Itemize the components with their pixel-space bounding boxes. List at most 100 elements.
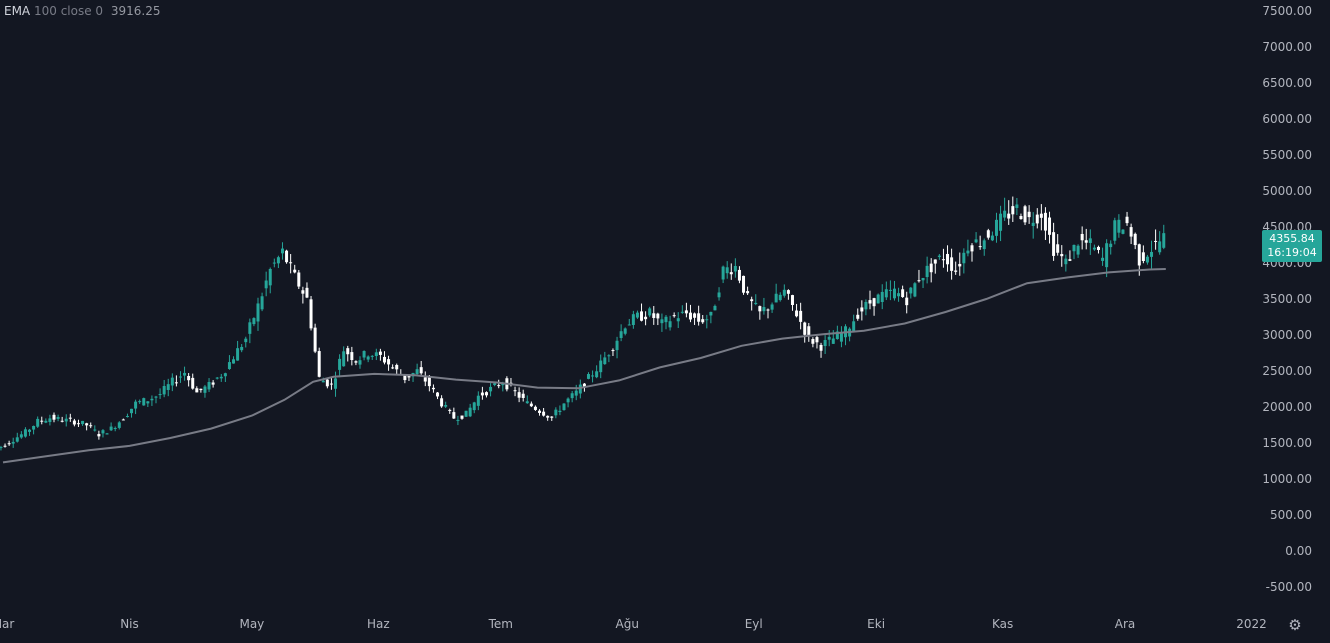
candle-body bbox=[827, 336, 831, 340]
candle bbox=[158, 388, 162, 399]
candle-body bbox=[966, 250, 970, 254]
candle bbox=[329, 377, 333, 390]
candle-body bbox=[525, 401, 529, 404]
candle-body bbox=[1048, 217, 1052, 235]
candle bbox=[1003, 197, 1007, 221]
candle-body bbox=[725, 267, 729, 274]
price-tick-label: -500.00 bbox=[1266, 580, 1312, 594]
price-tick-label: 500.00 bbox=[1270, 508, 1312, 522]
candle-body bbox=[444, 405, 448, 407]
candle-body bbox=[713, 305, 717, 311]
candle bbox=[260, 292, 264, 312]
candle-body bbox=[803, 322, 807, 335]
candle-body bbox=[109, 426, 113, 431]
candle-body bbox=[529, 403, 533, 407]
candle bbox=[350, 346, 354, 366]
candle bbox=[1133, 232, 1137, 250]
candle-body bbox=[978, 246, 982, 248]
candle-body bbox=[921, 277, 925, 281]
time-tick-label: Mar bbox=[0, 617, 14, 631]
candle bbox=[766, 308, 770, 319]
candle bbox=[635, 310, 639, 319]
indicator-legend[interactable]: EMA 100 close 0 3916.25 bbox=[4, 4, 161, 18]
candle-body bbox=[676, 318, 680, 322]
candle bbox=[11, 437, 15, 448]
candle bbox=[456, 415, 460, 426]
candle-body bbox=[1101, 257, 1105, 261]
candle bbox=[538, 409, 542, 416]
candle-body bbox=[460, 415, 464, 419]
candle-body bbox=[1072, 244, 1076, 252]
candle-body bbox=[244, 338, 248, 343]
candle-body bbox=[317, 351, 321, 377]
candle bbox=[407, 375, 411, 381]
candle bbox=[546, 415, 550, 421]
candle bbox=[990, 231, 994, 242]
time-axis[interactable]: Mar Nis May Haz Tem Ağu Eyl Eki Kas Ara 2022 bbox=[0, 617, 1267, 631]
last-price: 4355.84 bbox=[1269, 232, 1315, 245]
candle-body bbox=[7, 443, 11, 445]
candle bbox=[1109, 240, 1113, 255]
price-tick-label: 3500.00 bbox=[1262, 292, 1312, 306]
price-tick-label: 3000.00 bbox=[1262, 328, 1312, 342]
candle-body bbox=[166, 384, 170, 390]
candle bbox=[1043, 207, 1047, 240]
candle bbox=[362, 350, 366, 361]
candle-body bbox=[917, 280, 921, 282]
candle bbox=[113, 426, 117, 432]
candle-body bbox=[1007, 213, 1011, 219]
gear-icon[interactable]: ⚙ bbox=[1288, 616, 1302, 634]
candle bbox=[64, 414, 68, 427]
candle bbox=[693, 312, 697, 325]
candle-body bbox=[811, 339, 815, 344]
candle bbox=[574, 384, 578, 401]
candle-body bbox=[790, 295, 794, 306]
candle bbox=[688, 304, 692, 323]
price-tick-label: 2500.00 bbox=[1262, 364, 1312, 378]
candle-body bbox=[464, 410, 468, 417]
candle-body bbox=[293, 269, 297, 273]
candle-body bbox=[570, 393, 574, 399]
candle-body bbox=[313, 327, 317, 352]
candle-body bbox=[933, 259, 937, 264]
candle-body bbox=[872, 298, 876, 307]
candle-body bbox=[897, 293, 901, 297]
price-axis[interactable]: 7500.00 7000.00 6500.00 6000.00 5500.00 5000.… bbox=[1262, 4, 1312, 594]
candle bbox=[1048, 211, 1052, 244]
time-tick-label: Kas bbox=[992, 617, 1013, 631]
candle-body bbox=[644, 316, 648, 320]
candle-body bbox=[542, 411, 546, 416]
candle bbox=[81, 420, 85, 426]
candle bbox=[276, 255, 280, 269]
candle-body bbox=[72, 420, 76, 425]
candle bbox=[472, 401, 476, 414]
candle bbox=[660, 313, 664, 332]
candle-body bbox=[456, 419, 460, 421]
candle-body bbox=[64, 418, 68, 422]
candle bbox=[272, 258, 276, 268]
candle-body bbox=[623, 328, 627, 334]
candle-body bbox=[76, 423, 80, 425]
candle bbox=[946, 245, 950, 272]
candle bbox=[966, 239, 970, 257]
candle bbox=[223, 372, 227, 383]
candle-body bbox=[195, 388, 199, 393]
candle-body bbox=[146, 401, 150, 404]
candle bbox=[317, 347, 321, 378]
candle-body bbox=[472, 402, 476, 411]
candle bbox=[97, 430, 101, 440]
candle bbox=[782, 284, 786, 298]
candle-body bbox=[994, 219, 998, 236]
candle bbox=[211, 380, 215, 388]
candle bbox=[444, 401, 448, 409]
candle-body bbox=[350, 352, 354, 361]
candle bbox=[366, 355, 370, 363]
candle-body bbox=[158, 394, 162, 396]
candle-body bbox=[868, 300, 872, 304]
candle-body bbox=[1043, 212, 1047, 231]
candle bbox=[652, 306, 656, 325]
candle bbox=[1019, 213, 1023, 220]
candle-body bbox=[48, 418, 52, 423]
